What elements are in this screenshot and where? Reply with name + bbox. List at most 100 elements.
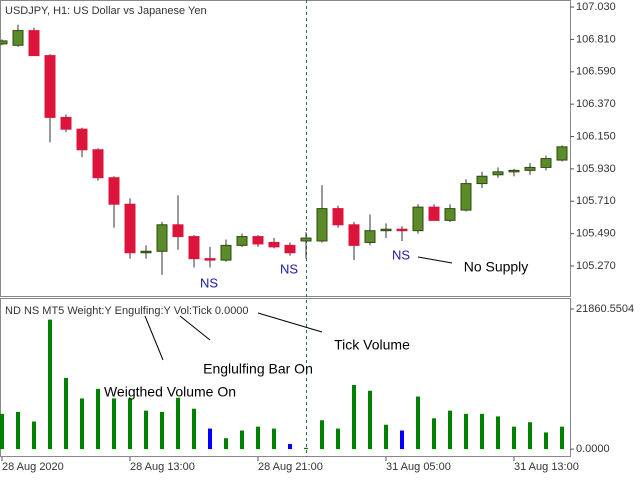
y-tick-label: 105.490 [576,228,616,240]
annotation: No Supply [464,259,529,275]
candle-body [428,206,440,221]
candle-body [124,203,136,254]
volume-bar [112,398,116,450]
volume-bar [320,420,324,450]
annotation-pointer [257,312,323,333]
candle-body [268,241,280,248]
candle-body [204,258,216,261]
volume-bar [80,398,84,450]
candle-body [60,116,72,130]
y-tick-label: 105.270 [576,260,616,272]
volume-bar [416,396,420,450]
volume-bar [496,416,500,450]
candle-body [220,244,232,261]
y-tick-label: 106.370 [576,98,616,110]
price-panel-frame [0,0,571,297]
candle-body [556,146,568,161]
volume-bar [160,411,164,450]
y-tick-label: 105.930 [576,163,616,175]
y-tick-label: 106.150 [576,130,616,142]
volume-bar [208,428,212,450]
candle-body [540,158,552,168]
y-tick-label: 106.590 [576,66,616,78]
candle-body [412,206,424,232]
volume-bar [96,388,100,450]
candle-body [92,149,104,179]
candle-body [396,228,408,232]
volume-bar [64,377,68,450]
volume-bar [256,426,260,450]
volume-bar [144,410,148,450]
candle-body [492,171,504,176]
candle-body [172,224,184,238]
candle-body [0,40,8,45]
x-tick-label: 31 Aug 05:00 [386,461,451,473]
annotation: NS [392,247,410,262]
candle-body [444,208,456,221]
volume-bar [560,426,564,450]
y-tick-label: 106.810 [576,33,616,45]
volume-bar [176,397,180,450]
candle-body [524,166,536,171]
volume-bar [240,430,244,450]
candle-body [12,30,24,46]
y-tick-label: 0.0000 [576,443,610,455]
candle-body [284,244,296,254]
candle-body [108,177,120,205]
x-tick-label: 31 Aug 13:00 [514,461,579,473]
x-tick-label: 28 Aug 21:00 [258,461,323,473]
candle-body [28,30,40,57]
volume-bar [224,438,228,450]
annotation: NS [200,275,218,290]
annotation-pointer [417,256,453,264]
y-tick-label: 21860.5504 [576,303,634,315]
volume-bar [304,447,308,450]
candle-body [76,128,88,151]
volume-bar [464,413,468,450]
annotation: NS [280,261,298,276]
y-tick-label: 107.030 [576,1,616,13]
candle-body [364,230,376,243]
volume-bar [336,428,340,450]
volume-bar [32,421,36,450]
volume-bar [16,411,20,450]
volume-bar [288,443,292,450]
volume-panel-frame [0,298,571,457]
annotation-pointer [179,315,211,341]
volume-bar [128,398,132,450]
candle-body [156,224,168,252]
volume-bar [512,426,516,450]
indicator-title: ND NS MT5 Weight:Y Engulfing:Y Vol:Tick … [5,305,249,317]
annotation: Tick Volume [334,337,410,353]
candle-body [236,236,248,246]
annotation: Weigthed Volume On [104,384,236,400]
y-tick-label: 105.710 [576,195,616,207]
volume-bar [544,432,548,450]
candle-body [332,208,344,226]
candle-body [188,236,200,260]
candle-body [508,169,520,173]
volume-bar [400,430,404,450]
candle-body [252,236,264,245]
volume-bar [272,428,276,450]
volume-bar [192,408,196,450]
volume-bar [528,422,532,450]
candle-body [476,175,488,185]
volume-bar [48,319,52,450]
x-tick-label: 28 Aug 13:00 [130,461,195,473]
volume-bar [384,424,388,450]
volume-bar [0,413,4,450]
chart-title: USDJPY, H1: US Dollar vs Japanese Yen [5,5,207,17]
annotation: Englulfing Bar On [203,361,313,377]
volume-bar [432,418,436,450]
candle-body [44,55,56,118]
annotation-pointer [144,315,164,361]
candle-body [460,183,472,211]
candle-body [316,208,328,242]
candle-body [348,224,360,246]
x-tick-label: 28 Aug 2020 [2,461,64,473]
candle-body [300,237,312,242]
volume-bar [448,410,452,450]
volume-bar [352,384,356,450]
